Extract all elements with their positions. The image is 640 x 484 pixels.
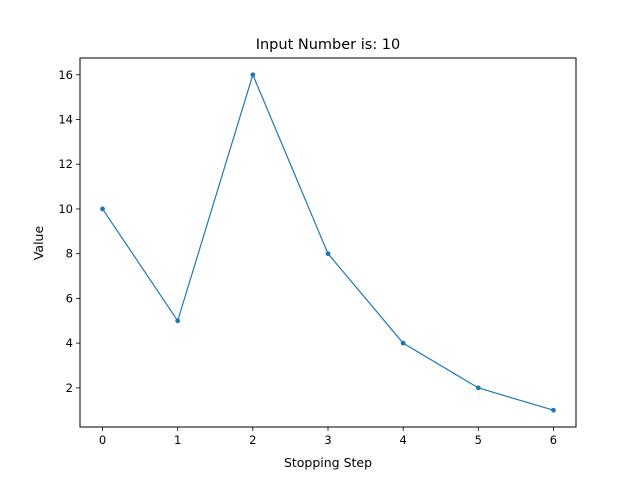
y-tick-label: 4 <box>66 336 73 350</box>
x-tick-label: 0 <box>99 433 106 447</box>
y-axis-label: Value <box>31 226 46 261</box>
x-tick-label: 4 <box>399 433 406 447</box>
x-tick-label: 6 <box>550 433 557 447</box>
y-tick-label: 16 <box>58 68 73 82</box>
y-tick-label: 8 <box>66 247 73 261</box>
data-point <box>250 72 256 78</box>
data-point <box>175 318 181 324</box>
x-tick-label: 2 <box>249 433 256 447</box>
series-layer <box>100 72 556 413</box>
x-axis-label: Stopping Step <box>284 455 372 470</box>
data-point <box>475 385 481 391</box>
x-tick-label: 5 <box>475 433 482 447</box>
plot-frame <box>79 57 577 428</box>
x-tick-label: 3 <box>324 433 331 447</box>
chart-title: Input Number is: 10 <box>256 37 401 53</box>
y-tick-label: 10 <box>58 202 73 216</box>
data-point <box>400 340 406 346</box>
x-tick-label: 1 <box>174 433 181 447</box>
data-point <box>100 206 105 212</box>
y-tick-label: 12 <box>58 157 73 171</box>
data-point <box>325 251 331 257</box>
y-tick-label: 2 <box>66 381 73 395</box>
y-tick-label: 14 <box>58 113 73 127</box>
y-tick-label: 6 <box>66 291 73 305</box>
data-point <box>551 407 556 413</box>
